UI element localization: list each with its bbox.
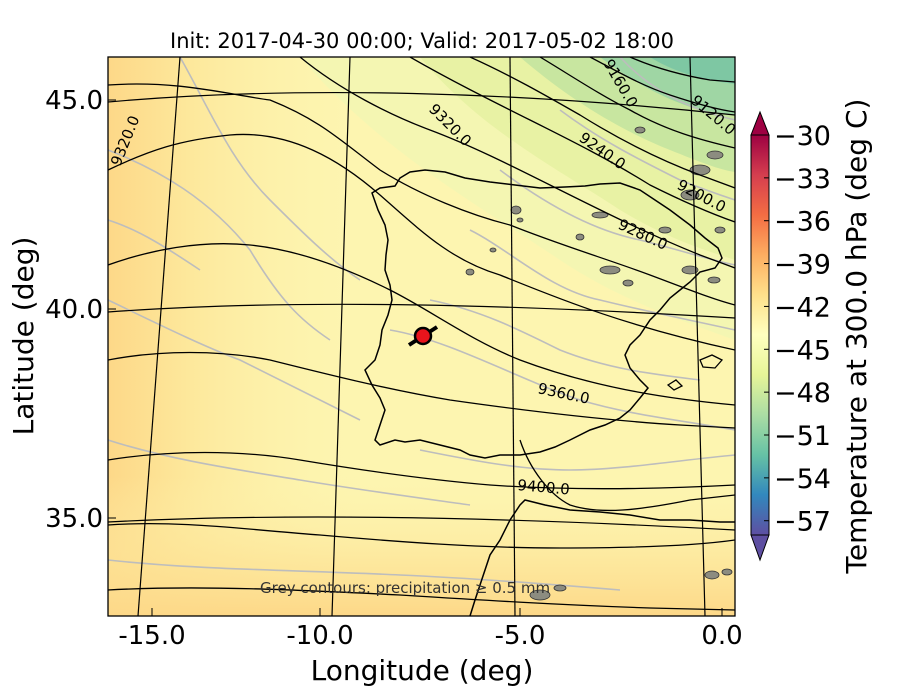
iberia-coastline xyxy=(364,169,723,459)
x-axis-label: Longitude (deg) xyxy=(311,654,534,687)
y-tick-label: 45.0 xyxy=(45,86,103,116)
y-tick-label: 40.0 xyxy=(45,295,103,325)
contour-label: 9400.0 xyxy=(517,476,571,499)
y-axis xyxy=(108,99,116,519)
x-tick-label: -10.0 xyxy=(286,621,353,651)
colorbar-tick-label: −30 xyxy=(774,121,831,152)
colorbar-tick-label: −48 xyxy=(774,378,831,409)
temperature-field-band-5 xyxy=(650,57,735,84)
colorbar: −30 −33 −36 −39 −42 −45 −48 −51 −54 −57 Temperatu… xyxy=(750,99,873,575)
x-tick-label: -5.0 xyxy=(495,621,546,651)
map-frame xyxy=(107,56,736,617)
footnote: Grey contours: precipitation ≥ 0.5 mm xyxy=(260,579,550,597)
map-panel: 9320.0 9320.0 9160.0 9120.0 9240.0 9200.… xyxy=(108,57,735,616)
colorbar-tick-label: −57 xyxy=(774,507,831,538)
africa-coastline xyxy=(469,499,735,616)
colorbar-extend-bottom xyxy=(750,534,770,562)
colorbar-tick-label: −45 xyxy=(774,335,831,366)
x-axis xyxy=(151,608,723,616)
colorbar-tick-label: −42 xyxy=(774,292,831,323)
colorbar-extend-top xyxy=(750,110,770,136)
x-tick-label: 0.0 xyxy=(701,621,742,651)
y-tick-label: 35.0 xyxy=(45,504,103,534)
x-tick-label: -15.0 xyxy=(118,621,185,651)
colorbar-tick-label: −54 xyxy=(774,464,831,495)
colorbar-tick-label: −36 xyxy=(774,207,831,238)
height-contours xyxy=(108,57,735,611)
balearic-islands xyxy=(666,354,724,391)
colorbar-tick-label: −51 xyxy=(774,421,831,452)
plot-title: Init: 2017-04-30 00:00; Valid: 2017-05-0… xyxy=(170,29,674,53)
y-axis-label: Latitude (deg) xyxy=(7,237,40,436)
precipitation-cells xyxy=(465,126,733,601)
location-marker xyxy=(407,325,439,347)
graticule xyxy=(108,57,735,616)
colorbar-tick-label: −39 xyxy=(774,250,831,281)
colorbar-label: Temperature at 300.0 hPa (deg C) xyxy=(840,99,873,575)
colorbar-body xyxy=(750,134,770,536)
colorbar-tick-label: −33 xyxy=(774,164,831,195)
